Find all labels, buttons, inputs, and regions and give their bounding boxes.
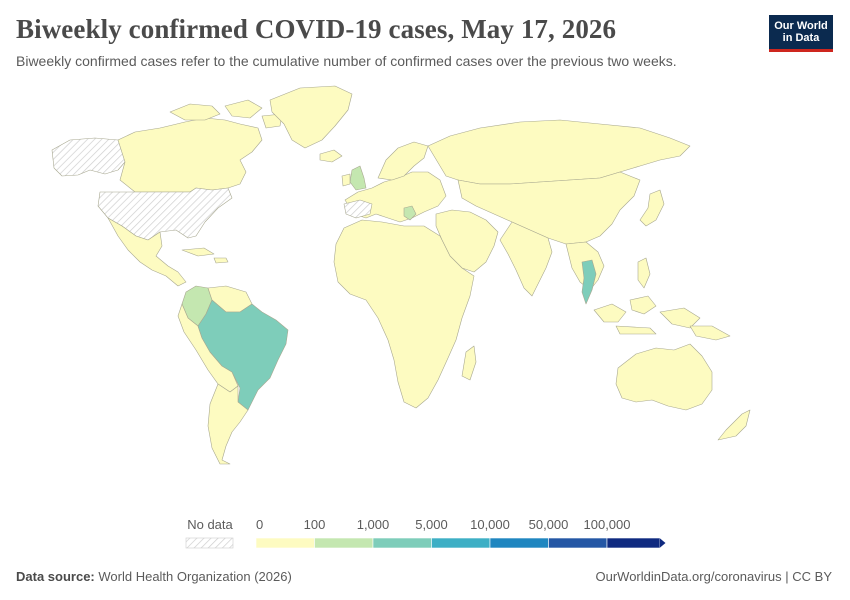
map-region-australia[interactable] — [615, 343, 713, 411]
legend-label-5: 50,000 — [529, 517, 569, 532]
map-region-philippines[interactable] — [637, 257, 651, 289]
legend-label-4: 10,000 — [470, 517, 510, 532]
legend-label-1: 100 — [304, 517, 326, 532]
chart-title: Biweekly confirmed COVID-19 cases, May 1… — [16, 14, 617, 44]
legend-swatch-4 — [489, 537, 549, 549]
map-region-india[interactable] — [499, 221, 553, 297]
map-region-balkans[interactable] — [403, 205, 417, 221]
chart-subtitle: Biweekly confirmed cases refer to the cu… — [16, 53, 677, 69]
map-region-new-guinea[interactable] — [689, 325, 731, 341]
map-region-china[interactable] — [457, 171, 641, 245]
map-region-new-zealand[interactable] — [717, 409, 751, 441]
logo-line-2: in Data — [782, 32, 820, 44]
legend-swatch-6 — [606, 537, 660, 549]
owid-logo[interactable]: Our World in Data — [769, 15, 833, 52]
map-region-africa[interactable] — [333, 219, 475, 409]
map-region-greenland[interactable] — [269, 85, 353, 149]
map-region-spain[interactable] — [343, 199, 373, 219]
legend-no-data-swatch — [185, 537, 234, 549]
legend-swatch-3 — [431, 537, 491, 549]
map-region-argentina[interactable] — [207, 383, 249, 465]
map-region-uk[interactable] — [349, 165, 367, 191]
map-region-japan[interactable] — [639, 189, 665, 227]
legend-no-data-label: No data — [187, 517, 233, 532]
map-region-brazil[interactable] — [197, 299, 289, 411]
map-region-madagascar[interactable] — [461, 345, 477, 381]
map-region-indonesia[interactable] — [593, 295, 701, 335]
legend-bins: 0 100 1,000 5,000 10,000 50,000 100,000 — [255, 517, 666, 549]
map-region-canada[interactable] — [117, 117, 263, 193]
map-region-russia[interactable] — [427, 119, 691, 185]
map-region-iceland[interactable] — [319, 149, 343, 163]
map-region-caribbean[interactable] — [181, 247, 229, 264]
map-region-scandinavia[interactable] — [377, 141, 429, 181]
map-legend: No data 0 100 1,000 5,000 10,000 50,000 100,00… — [185, 517, 666, 549]
logo-line-1: Our World — [774, 20, 828, 32]
data-source-label: Data source: — [16, 569, 95, 584]
legend-end-arrow — [659, 538, 666, 548]
map-region-mexico[interactable] — [107, 217, 187, 287]
data-source: Data source: World Health Organization (… — [16, 569, 292, 584]
legend-label-3: 5,000 — [415, 517, 448, 532]
map-region-ireland[interactable] — [341, 173, 351, 187]
legend-label-6: 100,000 — [584, 517, 631, 532]
data-source-value: World Health Organization (2026) — [98, 569, 292, 584]
legend-label-2: 1,000 — [357, 517, 390, 532]
legend-swatch-0 — [255, 537, 315, 549]
map-region-arctic-islands[interactable] — [169, 99, 283, 129]
legend-swatch-5 — [548, 537, 608, 549]
legend-swatch-1 — [314, 537, 374, 549]
footer-link[interactable]: OurWorldinData.org/coronavirus | CC BY — [595, 569, 832, 584]
map-region-alaska[interactable] — [51, 137, 129, 177]
world-map — [51, 85, 751, 465]
map-region-thailand[interactable] — [581, 259, 597, 305]
legend-swatch-2 — [372, 537, 432, 549]
legend-label-0: 0 — [256, 517, 263, 532]
